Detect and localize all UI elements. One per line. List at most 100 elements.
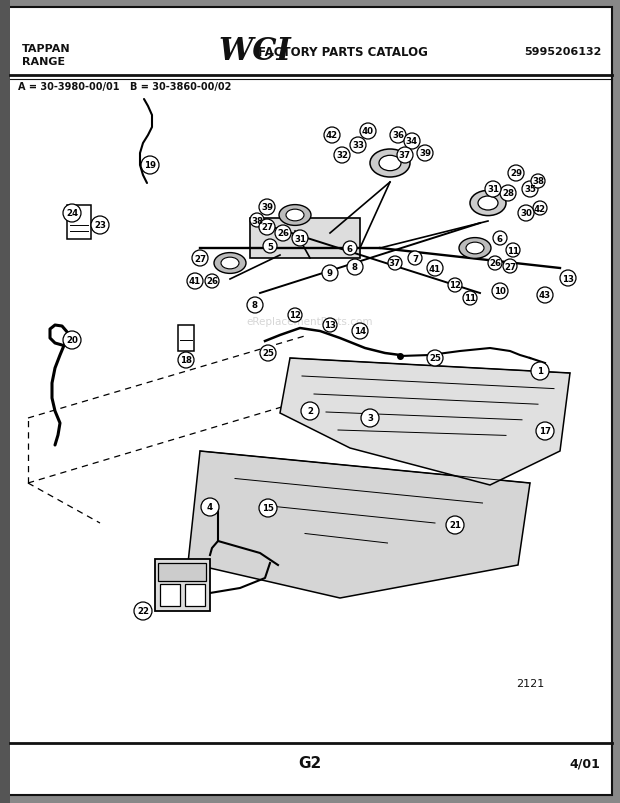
Text: 8: 8: [352, 263, 358, 272]
Text: 27: 27: [261, 223, 273, 232]
Circle shape: [259, 200, 275, 216]
Text: 42: 42: [326, 132, 338, 141]
Circle shape: [334, 148, 350, 164]
Text: 31: 31: [294, 234, 306, 243]
Text: 39: 39: [419, 149, 431, 158]
Text: 38: 38: [532, 177, 544, 186]
Text: 25: 25: [262, 349, 274, 358]
Circle shape: [288, 308, 302, 323]
Circle shape: [463, 291, 477, 306]
Circle shape: [390, 128, 406, 144]
Circle shape: [63, 332, 81, 349]
Text: 36: 36: [392, 132, 404, 141]
Circle shape: [259, 220, 275, 236]
Text: 4/01: 4/01: [569, 756, 600, 769]
Circle shape: [301, 402, 319, 421]
Text: 24: 24: [66, 210, 78, 218]
Text: 28: 28: [502, 190, 514, 198]
Text: 37: 37: [399, 151, 411, 161]
Circle shape: [522, 181, 538, 198]
Text: 34: 34: [406, 137, 418, 146]
Circle shape: [178, 353, 194, 369]
Text: 15: 15: [262, 503, 274, 513]
Text: TAPPAN: TAPPAN: [22, 44, 71, 54]
FancyBboxPatch shape: [67, 206, 91, 240]
Circle shape: [259, 499, 277, 517]
Circle shape: [404, 134, 420, 150]
Bar: [158, 563, 206, 581]
Text: 18: 18: [180, 356, 192, 365]
Ellipse shape: [214, 253, 246, 274]
Circle shape: [352, 324, 368, 340]
Circle shape: [506, 243, 520, 258]
Text: 37: 37: [389, 259, 401, 268]
Text: 30: 30: [520, 210, 532, 218]
Circle shape: [347, 259, 363, 275]
Ellipse shape: [466, 243, 484, 255]
Ellipse shape: [286, 210, 304, 222]
Bar: [160, 585, 180, 606]
Circle shape: [343, 242, 357, 255]
Circle shape: [250, 214, 264, 228]
Circle shape: [247, 298, 263, 314]
Text: 33: 33: [352, 141, 364, 150]
Circle shape: [427, 351, 443, 366]
Circle shape: [187, 274, 203, 290]
Text: 26: 26: [489, 259, 501, 268]
Text: 39: 39: [261, 203, 273, 212]
Text: 6: 6: [347, 244, 353, 253]
Bar: [250, 218, 360, 259]
Text: 13: 13: [562, 274, 574, 283]
Circle shape: [91, 217, 109, 234]
Circle shape: [503, 259, 517, 274]
Circle shape: [360, 124, 376, 140]
Text: eReplacementParts.com: eReplacementParts.com: [247, 316, 373, 327]
Circle shape: [350, 138, 366, 154]
Text: 9: 9: [327, 269, 333, 278]
Circle shape: [322, 266, 338, 282]
Text: 27: 27: [504, 262, 516, 271]
Circle shape: [488, 257, 502, 271]
Ellipse shape: [459, 238, 491, 259]
Ellipse shape: [478, 197, 498, 210]
Text: 11: 11: [464, 294, 476, 303]
Text: 14: 14: [354, 327, 366, 336]
Bar: [178, 325, 194, 352]
Text: 27: 27: [194, 255, 206, 263]
Text: 3: 3: [367, 414, 373, 423]
Circle shape: [533, 202, 547, 216]
Text: 19: 19: [144, 161, 156, 170]
Circle shape: [417, 146, 433, 161]
Circle shape: [205, 275, 219, 288]
Circle shape: [263, 240, 277, 254]
Circle shape: [500, 185, 516, 202]
Text: 22: 22: [137, 607, 149, 616]
Text: A = 30-3980-00/01: A = 30-3980-00/01: [18, 82, 120, 92]
Text: B = 30-3860-00/02: B = 30-3860-00/02: [130, 82, 231, 92]
Text: 41: 41: [189, 277, 201, 286]
Text: G2: G2: [298, 756, 322, 771]
Ellipse shape: [279, 206, 311, 226]
Circle shape: [508, 165, 524, 181]
Text: 43: 43: [539, 291, 551, 300]
Text: 11: 11: [507, 247, 519, 255]
Circle shape: [134, 602, 152, 620]
Text: 41: 41: [429, 264, 441, 273]
Text: 29: 29: [510, 169, 522, 178]
Circle shape: [141, 157, 159, 175]
Circle shape: [485, 181, 501, 198]
Circle shape: [260, 345, 276, 361]
Text: 1: 1: [537, 367, 543, 376]
Text: 2121: 2121: [516, 679, 544, 688]
Text: 13: 13: [324, 321, 336, 330]
Text: 32: 32: [336, 151, 348, 161]
Ellipse shape: [470, 191, 506, 216]
Circle shape: [324, 128, 340, 144]
Circle shape: [408, 251, 422, 266]
Circle shape: [397, 148, 413, 164]
Text: 12: 12: [449, 281, 461, 290]
Circle shape: [531, 175, 545, 189]
Text: 25: 25: [429, 354, 441, 363]
Bar: [185, 585, 205, 606]
Circle shape: [292, 230, 308, 247]
